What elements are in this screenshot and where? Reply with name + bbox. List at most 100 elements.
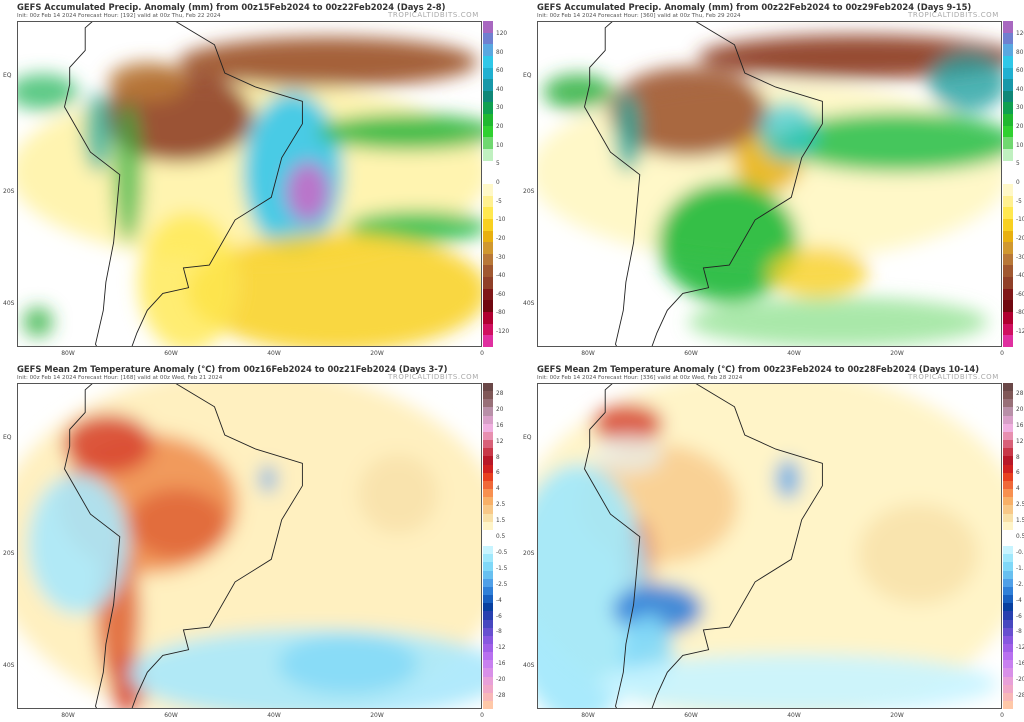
colorbar-segment bbox=[483, 570, 493, 579]
anomaly-region bbox=[108, 62, 188, 102]
colorbar-label: -10 bbox=[496, 217, 506, 224]
colorbar-segment bbox=[483, 448, 493, 457]
anomaly-region bbox=[278, 634, 418, 694]
colorbar-label: 8 bbox=[496, 454, 500, 461]
colorbar-segment bbox=[483, 480, 493, 490]
colorbar-label: -28 bbox=[1016, 693, 1024, 700]
map-canvas bbox=[538, 384, 1001, 708]
colorbar-segment bbox=[483, 79, 493, 91]
colorbar-segment bbox=[483, 423, 493, 432]
panel-subtitle: Init: 00z Feb 14 2024 Forecast Hour: [16… bbox=[17, 375, 223, 381]
colorbar-label: -20 bbox=[496, 235, 506, 242]
colorbar-label: 0 bbox=[1016, 180, 1020, 186]
colorbar-segment bbox=[1003, 676, 1013, 685]
colorbar-label: 2.5 bbox=[496, 502, 506, 509]
coastline bbox=[584, 22, 823, 346]
colorbar-segment bbox=[1003, 253, 1013, 266]
colorbar-segment bbox=[1003, 44, 1013, 56]
colorbar-label: -40 bbox=[1016, 273, 1024, 280]
colorbar-label: -16 bbox=[1016, 661, 1024, 668]
colorbar-segment bbox=[483, 456, 493, 465]
colorbar-label: 16 bbox=[496, 422, 504, 429]
colorbar-segment bbox=[483, 300, 493, 313]
colorbar-label: -120 bbox=[496, 329, 510, 336]
colorbar-segment bbox=[483, 676, 493, 685]
colorbar-segment bbox=[1003, 423, 1013, 432]
colorbar-segment bbox=[1003, 90, 1013, 103]
colorbar-label: -0.5 bbox=[496, 549, 508, 556]
colorbar-segment bbox=[1003, 586, 1013, 596]
colorbar-label: 1.5 bbox=[1016, 518, 1024, 525]
colorbar-segment bbox=[1003, 323, 1013, 336]
map-panel: GEFS Mean 2m Temperature Anomaly (°C) fr… bbox=[520, 362, 1024, 722]
colorbar-segment bbox=[483, 230, 493, 243]
colorbar-segment bbox=[483, 32, 493, 45]
colorbar-label: -30 bbox=[1016, 254, 1024, 261]
colorbar-segment bbox=[1003, 230, 1013, 243]
colorbar-segment bbox=[483, 265, 493, 278]
colorbar-segment bbox=[1003, 383, 1013, 392]
lon-label: 20W bbox=[370, 350, 384, 357]
colorbar-segment bbox=[483, 562, 493, 571]
colorbar-label: 60 bbox=[496, 68, 504, 75]
colorbar-segment bbox=[483, 684, 493, 693]
colorbar-label: -120 bbox=[1016, 329, 1024, 336]
colorbar-segment bbox=[1003, 431, 1013, 441]
colorbar-segment bbox=[1003, 277, 1013, 289]
colorbar-segment bbox=[483, 505, 493, 514]
lon-label: 40W bbox=[267, 712, 281, 719]
colorbar-label: 120 bbox=[1016, 30, 1024, 37]
colorbar-segment bbox=[483, 44, 493, 56]
map-canvas bbox=[538, 22, 1001, 346]
colorbar-label: 6 bbox=[496, 470, 500, 477]
colorbar-segment bbox=[1003, 684, 1013, 693]
colorbar-label: 30 bbox=[1016, 105, 1024, 112]
colorbar-segment bbox=[483, 183, 493, 196]
lon-label: 60W bbox=[684, 350, 698, 357]
colorbar-label: 8 bbox=[1016, 454, 1020, 461]
lon-label: 80W bbox=[581, 350, 595, 357]
colorbar-label: -20 bbox=[1016, 677, 1024, 684]
colorbar-segment bbox=[483, 114, 493, 126]
anomaly-region bbox=[113, 102, 143, 242]
colorbar-segment bbox=[483, 652, 493, 661]
colorbar-segment bbox=[483, 497, 493, 506]
colorbar-label: 5 bbox=[1016, 161, 1020, 168]
anomaly-region bbox=[23, 307, 53, 337]
colorbar-label: 16 bbox=[1016, 422, 1024, 429]
colorbar-segment bbox=[483, 137, 493, 150]
lon-label: 40W bbox=[787, 712, 801, 719]
colorbar-segment bbox=[1003, 125, 1013, 138]
anomaly-region bbox=[598, 654, 998, 708]
lon-label: 60W bbox=[164, 350, 178, 357]
colorbar-label: 0 bbox=[496, 180, 500, 186]
colorbar-label: -5 bbox=[1016, 198, 1022, 205]
colorbar-segment bbox=[1003, 456, 1013, 465]
coastline bbox=[584, 384, 823, 708]
colorbar-label: -60 bbox=[496, 291, 506, 298]
colorbar-segment bbox=[1003, 312, 1013, 324]
map-canvas bbox=[18, 384, 481, 708]
colorbar-segment bbox=[1003, 546, 1013, 555]
colorbar-label: -4 bbox=[1016, 597, 1022, 604]
colorbar-segment bbox=[1003, 300, 1013, 313]
anomaly-region bbox=[688, 297, 988, 346]
colorbar-label: -80 bbox=[496, 310, 506, 317]
colorbar-segment bbox=[1003, 137, 1013, 150]
lat-label: 20S bbox=[523, 188, 535, 195]
colorbar-label: -4 bbox=[496, 597, 502, 604]
colorbar-label: 12 bbox=[496, 438, 504, 445]
colorbar-label: 40 bbox=[1016, 86, 1024, 93]
colorbar-segment bbox=[483, 160, 493, 173]
colorbar-segment bbox=[483, 431, 493, 441]
colorbar-segment bbox=[1003, 391, 1013, 400]
colorbar-label: 10 bbox=[1016, 142, 1024, 149]
colorbar-segment bbox=[1003, 242, 1013, 254]
colorbar-segment bbox=[483, 521, 493, 530]
colorbar-label: -12 bbox=[1016, 645, 1024, 652]
anomaly-region bbox=[188, 232, 481, 346]
colorbar-segment bbox=[483, 513, 493, 522]
colorbar-label: -12 bbox=[496, 645, 506, 652]
colorbar-segment bbox=[483, 172, 493, 184]
lat-label: EQ bbox=[523, 434, 532, 441]
